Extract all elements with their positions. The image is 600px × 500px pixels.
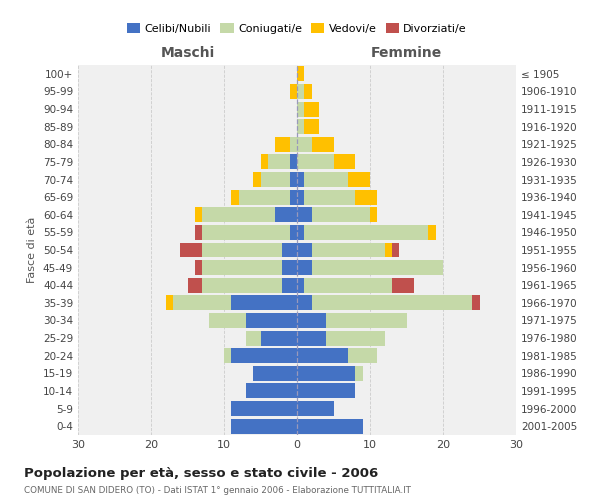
Bar — [232, 190, 239, 204]
Bar — [188, 278, 202, 292]
Bar — [428, 225, 436, 240]
Legend: Celibi/Nubili, Coniugati/e, Vedovi/e, Divorziati/e: Celibi/Nubili, Coniugati/e, Vedovi/e, Di… — [122, 19, 472, 38]
Bar — [209, 313, 246, 328]
Bar — [232, 296, 297, 310]
Bar — [290, 154, 297, 170]
Bar — [326, 313, 407, 328]
Bar — [348, 172, 370, 187]
Bar — [268, 154, 290, 170]
Bar — [166, 296, 173, 310]
Bar — [246, 330, 260, 345]
Bar — [290, 225, 297, 240]
Bar — [232, 348, 297, 363]
Bar — [275, 137, 290, 152]
Y-axis label: Fasce di età: Fasce di età — [28, 217, 37, 283]
Bar — [202, 260, 283, 275]
Bar — [246, 384, 297, 398]
Bar — [297, 401, 334, 416]
Bar — [311, 296, 472, 310]
Bar — [195, 260, 202, 275]
Bar — [472, 296, 479, 310]
Bar — [370, 208, 377, 222]
Bar — [253, 366, 297, 381]
Bar — [304, 84, 311, 99]
Bar — [202, 242, 283, 258]
Text: COMUNE DI SAN DIDERO (TO) - Dati ISTAT 1° gennaio 2006 - Elaborazione TUTTITALIA: COMUNE DI SAN DIDERO (TO) - Dati ISTAT 1… — [24, 486, 411, 495]
Text: Popolazione per età, sesso e stato civile - 2006: Popolazione per età, sesso e stato civil… — [24, 468, 378, 480]
Bar — [224, 348, 232, 363]
Text: Maschi: Maschi — [160, 46, 215, 60]
Bar — [202, 278, 283, 292]
Bar — [334, 154, 355, 170]
Bar — [355, 190, 377, 204]
Bar — [253, 172, 260, 187]
Bar — [290, 84, 297, 99]
Bar — [260, 154, 268, 170]
Bar — [290, 190, 297, 204]
Bar — [290, 137, 297, 152]
Bar — [283, 260, 297, 275]
Bar — [297, 119, 304, 134]
Bar — [297, 66, 304, 82]
Bar — [297, 330, 326, 345]
Bar — [260, 172, 290, 187]
Bar — [180, 242, 202, 258]
Bar — [202, 225, 290, 240]
Bar — [392, 278, 414, 292]
Bar — [297, 102, 304, 116]
Bar — [290, 172, 297, 187]
Bar — [311, 260, 443, 275]
Bar — [304, 278, 392, 292]
Text: Femmine: Femmine — [371, 46, 442, 60]
Bar — [297, 84, 304, 99]
Bar — [232, 418, 297, 434]
Bar — [392, 242, 399, 258]
Bar — [304, 119, 319, 134]
Bar — [275, 208, 297, 222]
Bar — [297, 313, 326, 328]
Bar — [297, 278, 304, 292]
Bar — [297, 296, 311, 310]
Bar — [297, 190, 304, 204]
Bar — [311, 137, 334, 152]
Bar — [304, 102, 319, 116]
Bar — [297, 348, 348, 363]
Bar — [297, 260, 311, 275]
Y-axis label: Anni di nascita: Anni di nascita — [597, 209, 600, 291]
Bar — [304, 190, 355, 204]
Bar — [195, 225, 202, 240]
Bar — [297, 418, 362, 434]
Bar — [304, 172, 348, 187]
Bar — [311, 242, 385, 258]
Bar — [297, 154, 334, 170]
Bar — [385, 242, 392, 258]
Bar — [297, 384, 355, 398]
Bar — [239, 190, 290, 204]
Bar — [202, 208, 275, 222]
Bar — [304, 225, 428, 240]
Bar — [355, 366, 362, 381]
Bar — [297, 242, 311, 258]
Bar — [297, 208, 311, 222]
Bar — [297, 137, 311, 152]
Bar — [311, 208, 370, 222]
Bar — [326, 330, 385, 345]
Bar — [348, 348, 377, 363]
Bar — [297, 225, 304, 240]
Bar — [246, 313, 297, 328]
Bar — [297, 366, 355, 381]
Bar — [195, 208, 202, 222]
Bar — [260, 330, 297, 345]
Bar — [283, 278, 297, 292]
Bar — [283, 242, 297, 258]
Bar — [297, 172, 304, 187]
Bar — [232, 401, 297, 416]
Bar — [173, 296, 232, 310]
